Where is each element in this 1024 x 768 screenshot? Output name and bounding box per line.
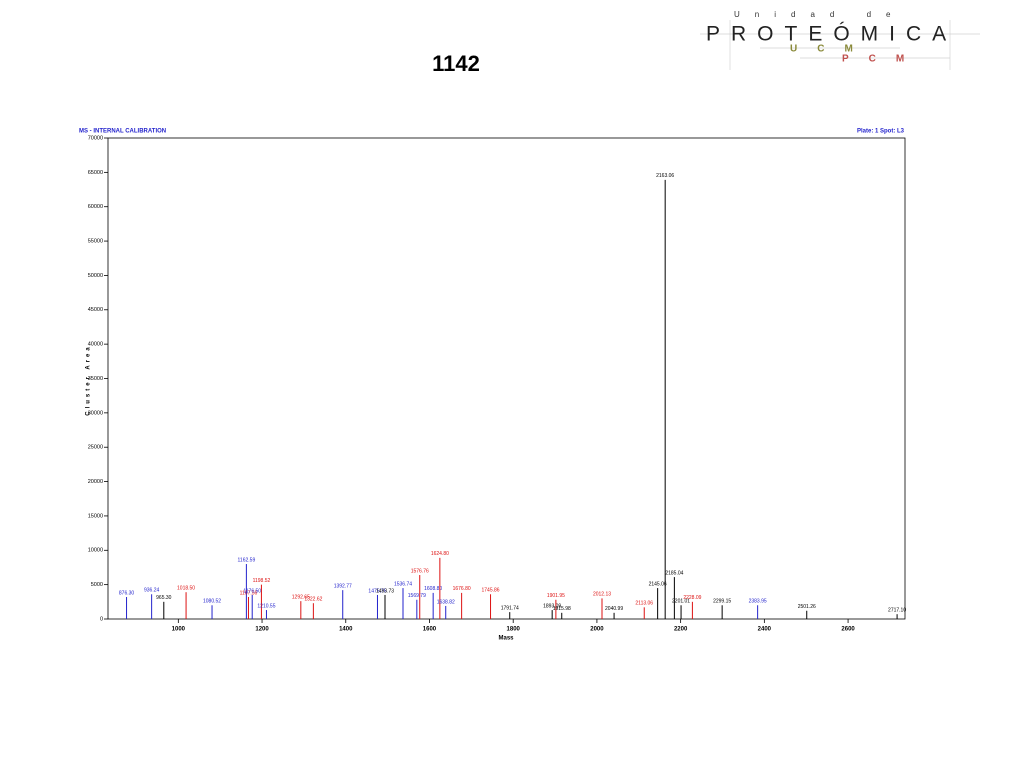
peak-label: 1292.65	[292, 594, 310, 600]
peak-label: 2501.26	[798, 604, 816, 610]
peak-label: 1392.77	[334, 583, 352, 589]
peak-label: 1198.52	[253, 578, 271, 584]
peak-label: 2201.01	[672, 599, 690, 605]
y-tick-label: 0	[100, 616, 103, 622]
peak-label: 2717.10	[888, 608, 906, 614]
y-tick-label: 35000	[88, 376, 103, 382]
x-tick-label: 1600	[423, 627, 437, 633]
chart-subtitle: Plate: 1 Spot: L3	[857, 129, 905, 135]
y-tick-label: 45000	[88, 307, 103, 313]
y-tick-label: 30000	[88, 410, 103, 416]
peak-label: 1576.76	[411, 568, 429, 574]
peak-label: 1901.95	[547, 593, 565, 599]
x-tick-label: 1400	[339, 627, 353, 633]
x-tick-label: 2600	[841, 627, 855, 633]
peak-label: 2185.04	[665, 570, 683, 576]
peak-label: 876.30	[119, 590, 135, 596]
y-tick-label: 65000	[88, 170, 103, 176]
peak-label: 2145.06	[649, 581, 667, 587]
peak-label: 1608.80	[424, 586, 442, 592]
peak-label: 2040.99	[605, 606, 623, 612]
slide-title: 1142	[432, 51, 480, 76]
peak-label: 1915.98	[553, 606, 571, 612]
peak-label: 1638.82	[437, 599, 455, 605]
y-tick-label: 40000	[88, 342, 103, 348]
y-tick-label: 5000	[91, 582, 103, 588]
x-tick-label: 2000	[590, 627, 604, 633]
peak-label: 1893.09	[543, 603, 561, 609]
y-tick-label: 10000	[88, 548, 103, 554]
x-tick-label: 1200	[255, 627, 269, 633]
x-axis-label: Mass	[498, 636, 514, 642]
peak-label: 1162.59	[238, 557, 256, 563]
logo-main: PROTEÓMICA	[706, 23, 957, 46]
y-tick-label: 25000	[88, 445, 103, 451]
peak-label: 1569.79	[408, 593, 426, 599]
x-tick-label: 2200	[674, 627, 688, 633]
peak-label: 2228.09	[683, 595, 701, 601]
y-tick-label: 70000	[88, 135, 103, 141]
peak-label: 1210.55	[257, 603, 275, 609]
logo: Unidad de PROTEÓMICA UCM PCM	[700, 10, 980, 70]
y-axis-label: Cluster Area	[86, 344, 92, 415]
peak-label: 1475.75	[368, 588, 386, 594]
peak-label: 1745.86	[481, 588, 499, 594]
x-tick-label: 1800	[507, 627, 521, 633]
peak-label: 2383.95	[749, 599, 767, 605]
peak-label: 1624.80	[431, 551, 449, 557]
x-tick-label: 1000	[172, 627, 186, 633]
logo-sub1: UCM	[790, 44, 873, 55]
y-tick-label: 55000	[88, 239, 103, 245]
y-tick-label: 20000	[88, 479, 103, 485]
peak-label: 2163.06	[656, 173, 674, 179]
peak-label: 1018.50	[177, 586, 195, 592]
plot-frame	[107, 137, 906, 620]
peak-label: 2113.06	[635, 601, 653, 607]
y-tick-label: 15000	[88, 513, 103, 519]
peak-label: 1676.80	[453, 586, 471, 592]
logo-top: Unidad de	[734, 10, 905, 19]
chart-title: MS - INTERNAL CALIBRATION	[79, 129, 166, 135]
y-tick-label: 60000	[88, 204, 103, 210]
peak-label: 2012.13	[593, 592, 611, 598]
peak-label: 1493.73	[376, 588, 394, 594]
peak-label: 1536.74	[394, 581, 412, 587]
x-tick-label: 2400	[758, 627, 772, 633]
peak-label: 936.24	[144, 588, 160, 594]
y-tick-label: 50000	[88, 273, 103, 279]
peak-label: 1791.74	[501, 605, 519, 611]
peak-label: 1167.56	[240, 590, 258, 596]
peak-label: 1322.62	[304, 597, 322, 603]
logo-sub2: PCM	[842, 54, 924, 65]
peak-label: 1080.52	[203, 599, 221, 605]
peak-label: 965.30	[156, 595, 172, 601]
peak-label: 1176.50	[243, 588, 261, 594]
peak-label: 2299.15	[713, 599, 731, 605]
